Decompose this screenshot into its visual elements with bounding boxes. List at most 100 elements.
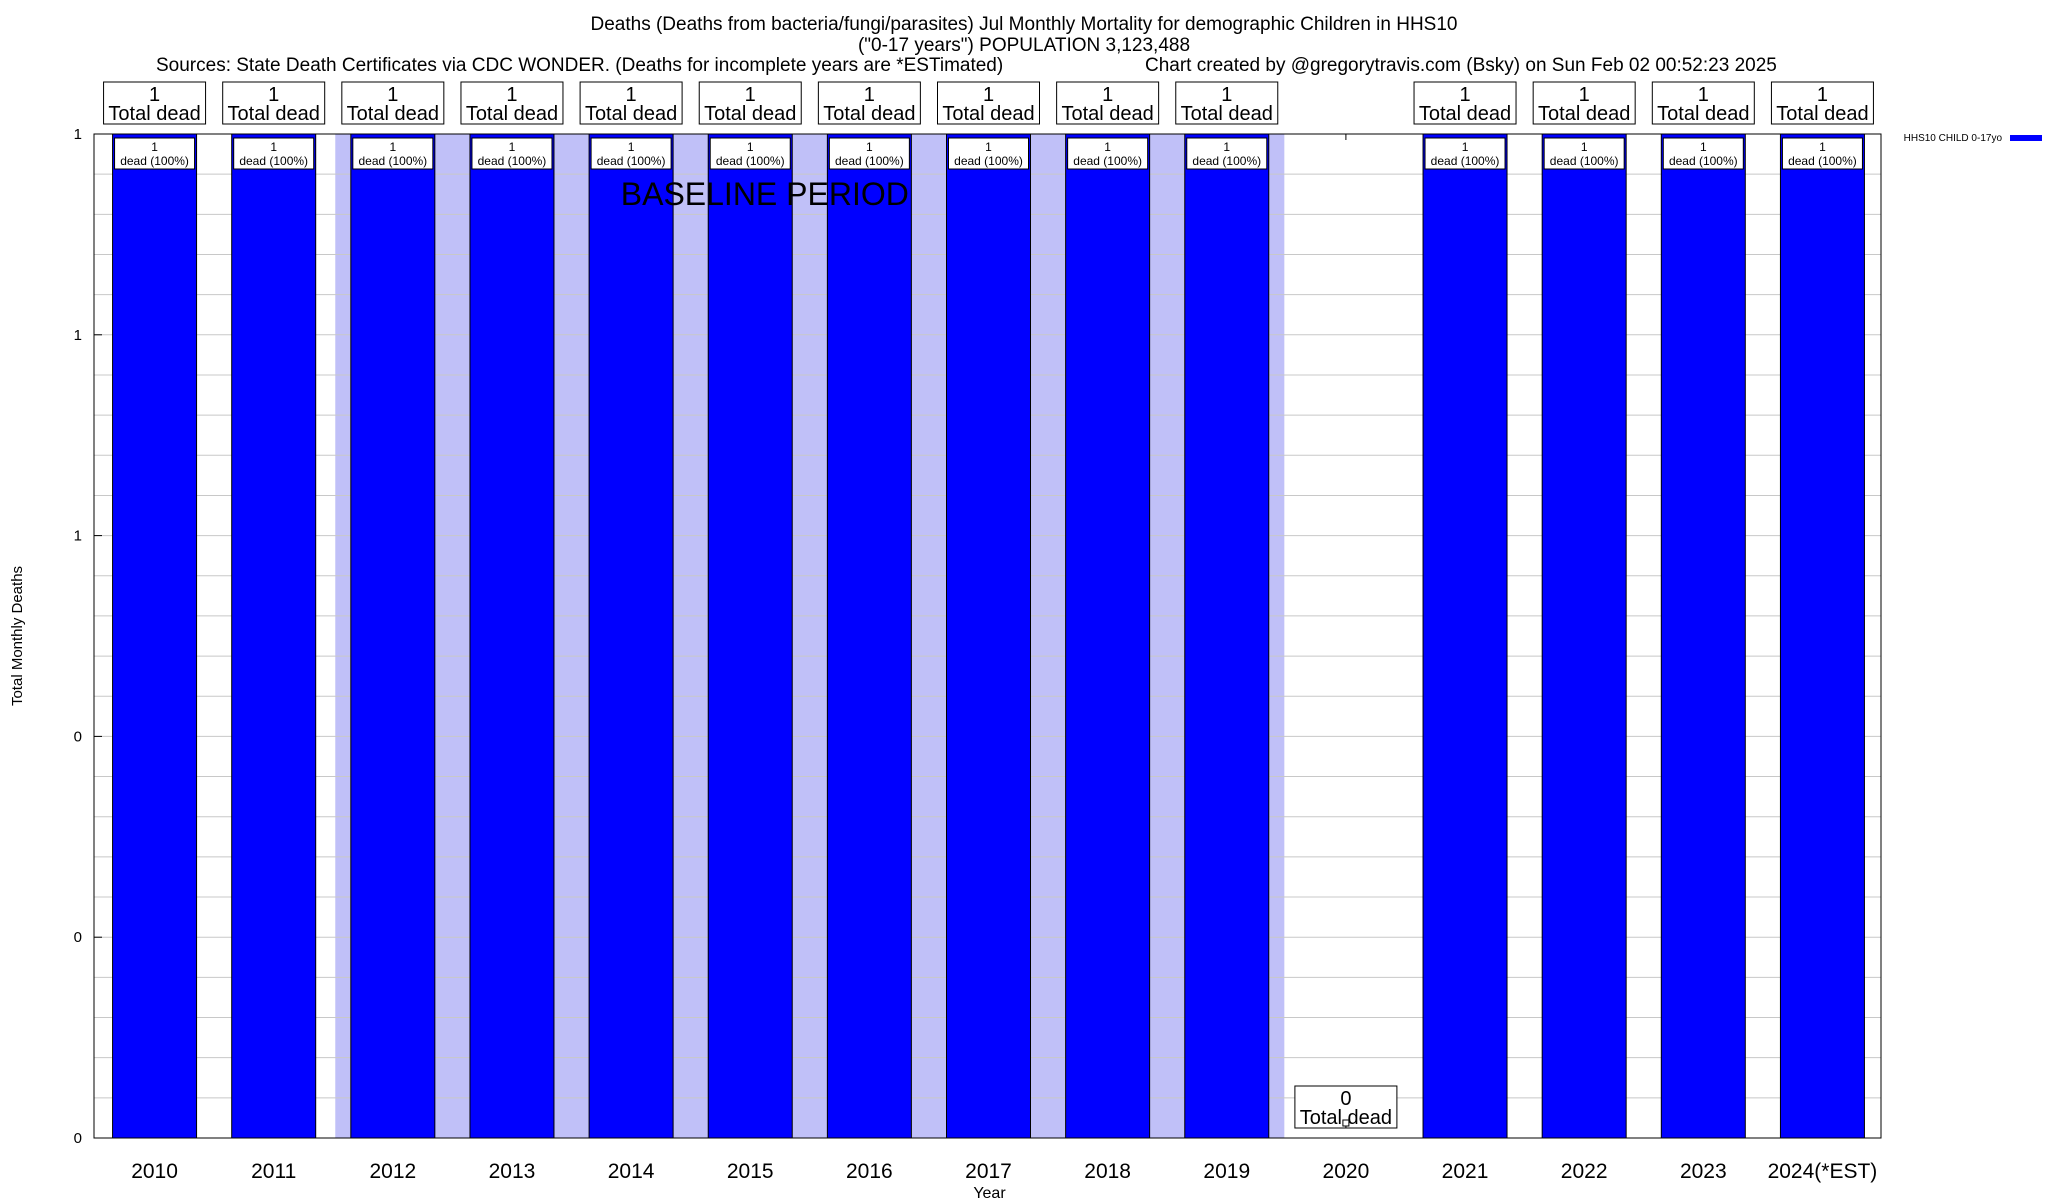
bar [707, 133, 793, 1139]
y-tick-label: 1 [74, 126, 82, 143]
inner-label-box [1781, 137, 1863, 170]
total-label-text: Total dead [108, 103, 200, 125]
total-label-number: 1 [1459, 84, 1470, 106]
total-label-text: Total dead [823, 103, 915, 125]
total-label-box [698, 81, 802, 125]
total-label-number: 1 [1102, 84, 1113, 106]
total-label-text: Total dead [1538, 103, 1630, 125]
total-label-box [1770, 81, 1874, 125]
bar [826, 133, 912, 1139]
total-label-number: 1 [1698, 84, 1709, 106]
total-label-number: 1 [983, 84, 994, 106]
inner-label-count: 1 [747, 140, 754, 154]
bar [1184, 133, 1270, 1139]
bar [1065, 133, 1151, 1139]
x-tick-label: 2016 [846, 1160, 893, 1183]
total-label-box [1175, 81, 1279, 125]
inner-label-count: 1 [1819, 140, 1826, 154]
chart-subtitle: ("0-17 years") POPULATION 3,123,488 [857, 35, 1191, 56]
x-tick-label: 2018 [1084, 1160, 1131, 1183]
total-label-box [1413, 81, 1517, 125]
total-label-number: 1 [1579, 84, 1590, 106]
x-tick-label: 2013 [489, 1160, 536, 1183]
inner-label-box [233, 137, 315, 170]
inner-label-box [1424, 137, 1506, 170]
inner-label-text: dead (100%) [597, 154, 666, 168]
x-tick-label: 2015 [727, 1160, 774, 1183]
inner-label-box [948, 137, 1029, 170]
y-tick-label: 1 [74, 528, 82, 545]
zero-marker [1342, 1119, 1350, 1127]
total-label-text: Total dead [1300, 1107, 1392, 1129]
baseline-period-label: BASELINE PERIOD [621, 176, 909, 212]
bar [946, 133, 1031, 1139]
inner-label-box [709, 137, 791, 170]
total-label-text: Total dead [585, 103, 677, 125]
total-label-box [222, 81, 326, 125]
total-label-number: 1 [387, 84, 398, 106]
bar [1541, 133, 1627, 1139]
inner-label-box [828, 137, 910, 170]
total-label-number: 1 [626, 84, 637, 106]
total-label-number: 1 [745, 84, 756, 106]
y-tick-label: 0 [74, 1130, 82, 1147]
total-label-text: Total dead [228, 103, 320, 125]
inner-label-count: 1 [1462, 140, 1469, 154]
bar [350, 133, 436, 1139]
legend-label: HHS10 CHILD 0-17yo [1904, 133, 2003, 144]
inner-label-box [352, 137, 434, 170]
bar [112, 133, 198, 1139]
inner-label-count: 1 [389, 140, 396, 154]
total-label-text: Total dead [1657, 103, 1749, 125]
legend-swatch [2010, 135, 2042, 141]
total-label-number: 1 [864, 84, 875, 106]
inner-label-text: dead (100%) [954, 154, 1023, 168]
total-label-box [1532, 81, 1636, 125]
total-label-number: 1 [149, 84, 160, 106]
inner-label-count: 1 [1223, 140, 1230, 154]
x-tick-label: 2014 [608, 1160, 655, 1183]
total-label-number: 0 [1340, 1088, 1351, 1110]
inner-label-count: 1 [151, 140, 158, 154]
chart-title: Deaths (Deaths from bacteria/fungi/paras… [590, 14, 1458, 35]
x-tick-label: 2021 [1442, 1160, 1489, 1183]
bar [1660, 133, 1746, 1139]
bar [1779, 133, 1865, 1139]
total-label-number: 1 [1221, 84, 1232, 106]
inner-label-count: 1 [628, 140, 635, 154]
x-axis-label: Year [973, 1185, 1006, 1200]
bar [231, 133, 317, 1139]
inner-label-count: 1 [509, 140, 516, 154]
total-label-text: Total dead [347, 103, 439, 125]
y-tick-label: 0 [74, 728, 82, 745]
inner-label-text: dead (100%) [239, 154, 308, 168]
inner-label-text: dead (100%) [1192, 154, 1261, 168]
total-label-number: 1 [1817, 84, 1828, 106]
inner-label-box [1067, 137, 1149, 170]
inner-label-box [114, 137, 196, 170]
total-label-box [103, 81, 207, 125]
bar [588, 133, 674, 1139]
x-tick-label: 2011 [251, 1160, 296, 1183]
y-tick-label: 1 [74, 327, 82, 344]
inner-label-text: dead (100%) [835, 154, 904, 168]
total-label-box [1056, 81, 1160, 125]
chart-credit: Chart created by @gregorytravis.com (Bsk… [1145, 55, 1777, 76]
x-tick-label: 2012 [369, 1160, 416, 1183]
total-label-box [937, 81, 1040, 125]
x-tick-label: 2010 [131, 1160, 178, 1183]
total-label-text: Total dead [466, 103, 558, 125]
x-tick-label: 2019 [1203, 1160, 1250, 1183]
inner-label-box [471, 137, 553, 170]
inner-label-box [1186, 137, 1268, 170]
inner-label-text: dead (100%) [358, 154, 427, 168]
total-label-box [817, 81, 921, 125]
inner-label-text: dead (100%) [1788, 154, 1857, 168]
x-tick-label: 2024(*EST) [1768, 1160, 1878, 1183]
inner-label-text: dead (100%) [478, 154, 547, 168]
total-label-box [341, 81, 445, 125]
plot-frame [93, 133, 1882, 1139]
total-label-box [1651, 81, 1755, 125]
total-label-number: 1 [506, 84, 517, 106]
